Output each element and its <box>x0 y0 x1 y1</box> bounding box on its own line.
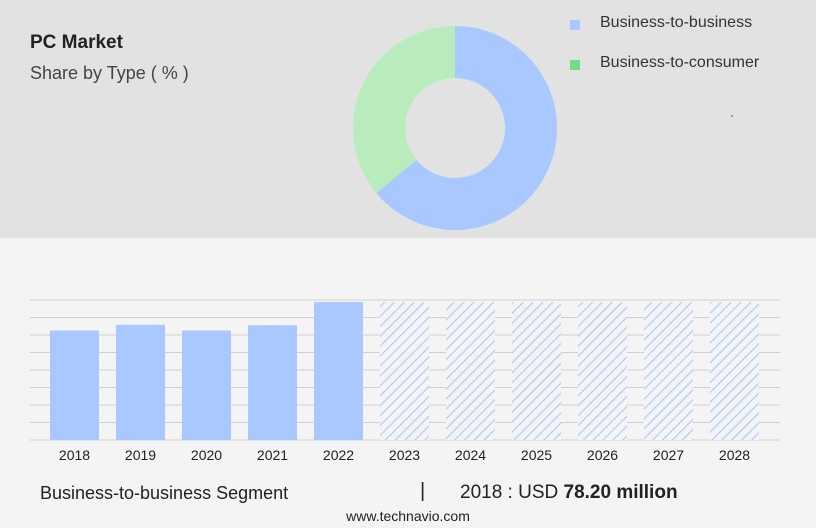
x-tick-label-2028: 2028 <box>719 447 750 463</box>
bar-2023 <box>380 302 429 440</box>
segment-year: 2018 : USD <box>460 482 564 503</box>
footer-separator: | <box>420 480 426 502</box>
x-tick-label-2022: 2022 <box>323 447 354 463</box>
bar-2024 <box>446 302 495 440</box>
segment-value: 2018 : USD 78.20 million <box>460 482 678 504</box>
x-tick-label-2025: 2025 <box>521 447 552 463</box>
legend-label-b2c: Business-to-consumer <box>600 54 760 71</box>
bar-chart: 2018 2019 2020 2021 2022 2023 2024 2025 2026 2027… <box>30 299 780 463</box>
x-tick-label-2018: 2018 <box>59 447 90 463</box>
bar-2020 <box>182 330 231 440</box>
x-tick-label-2020: 2020 <box>191 447 222 463</box>
legend-swatch-b2b <box>570 20 580 30</box>
bar-2025 <box>512 302 561 440</box>
x-tick-label-2024: 2024 <box>455 447 486 463</box>
x-tick-label-2026: 2026 <box>587 447 618 463</box>
donut-slice-b2c <box>353 26 455 194</box>
x-tick-label-2023: 2023 <box>389 447 420 463</box>
donut-slice-b2b <box>376 26 557 231</box>
legend-label-b2b: Business-to-business <box>600 14 753 31</box>
segment-label: Business-to-business Segment <box>40 483 289 503</box>
bar-2021 <box>248 325 297 440</box>
website-link[interactable]: www.technavio.com <box>346 508 470 524</box>
x-tick-label-2021: 2021 <box>257 447 288 463</box>
bar-2026 <box>578 302 627 440</box>
bar-2022 <box>314 302 363 440</box>
chart-subtitle: Share by Type ( % ) <box>30 63 189 83</box>
chart-title: PC Market <box>30 32 123 53</box>
bar-2028 <box>710 302 759 440</box>
donut-chart <box>353 26 557 231</box>
bar-2027 <box>644 302 693 440</box>
decorative-dot <box>731 115 733 117</box>
segment-amount: 78.20 million <box>563 482 678 503</box>
x-tick-label-2019: 2019 <box>125 447 156 463</box>
bar-2018 <box>50 330 99 440</box>
bar-2019 <box>116 324 165 440</box>
legend-swatch-b2c <box>570 60 580 70</box>
x-tick-label-2027: 2027 <box>653 447 684 463</box>
